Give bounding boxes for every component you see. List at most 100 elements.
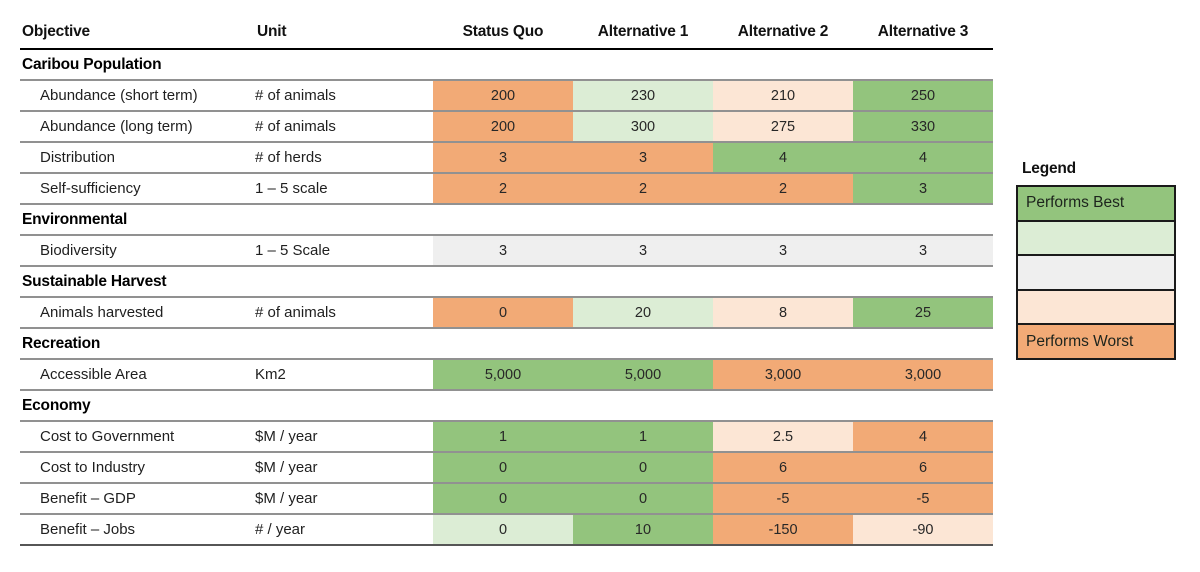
value-cell: 1 [573, 421, 713, 452]
column-header-unit: Unit [255, 16, 433, 50]
column-header-status-quo: Status Quo [433, 16, 573, 50]
value-cell: 5,000 [573, 359, 713, 390]
table-row: Biodiversity 1 – 5 Scale 3 3 3 3 [20, 235, 993, 266]
value-cell: 3 [713, 235, 853, 266]
objective-label: Abundance (long term) [40, 118, 193, 135]
value-cell: -90 [853, 514, 993, 545]
value-cell: 4 [853, 142, 993, 173]
table-row: Abundance (short term) # of animals 200 230… [20, 80, 993, 111]
legend-row-good [1018, 221, 1174, 257]
table-body: Caribou Population Abundance (short term)… [20, 49, 993, 545]
value-cell: 3 [853, 235, 993, 266]
unit-label: Km2 [255, 366, 286, 383]
value-cell: 3 [853, 173, 993, 204]
value-cell: 4 [713, 142, 853, 173]
unit-label: 1 – 5 scale [255, 180, 328, 197]
objective-label: Biodiversity [40, 242, 117, 259]
table-row: Benefit – Jobs # / year 0 10 -150 -90 [20, 514, 993, 545]
value-cell: 3,000 [853, 359, 993, 390]
value-cell: 300 [573, 111, 713, 142]
value-cell: 275 [713, 111, 853, 142]
section-row: Environmental [20, 204, 993, 235]
value-cell: -5 [853, 483, 993, 514]
unit-label: # of herds [255, 149, 322, 166]
column-header-alternative-1: Alternative 1 [573, 16, 713, 50]
objective-label: Accessible Area [40, 366, 147, 383]
value-cell: 3 [573, 142, 713, 173]
section-title: Economy [22, 396, 91, 414]
legend-row-neutral [1018, 256, 1174, 291]
section-title: Recreation [22, 334, 101, 352]
objective-label: Self-sufficiency [40, 180, 141, 197]
value-cell: 0 [433, 483, 573, 514]
value-cell: 2.5 [713, 421, 853, 452]
value-cell: 2 [573, 173, 713, 204]
value-cell: 2 [433, 173, 573, 204]
unit-label: $M / year [255, 459, 318, 476]
value-cell: 3 [433, 235, 573, 266]
unit-label: # of animals [255, 87, 336, 104]
value-cell: 210 [713, 80, 853, 111]
value-cell: 20 [573, 297, 713, 328]
value-cell: 25 [853, 297, 993, 328]
unit-label: # of animals [255, 304, 336, 321]
header-row: Objective Unit Status Quo Alternative 1 Alte… [20, 16, 993, 50]
value-cell: 8 [713, 297, 853, 328]
value-cell: 3 [433, 142, 573, 173]
objective-label: Animals harvested [40, 304, 164, 321]
section-title: Caribou Population [22, 55, 162, 73]
value-cell: 0 [433, 514, 573, 545]
unit-label: $M / year [255, 428, 318, 445]
legend: Performs Best Performs Worst [1016, 185, 1176, 360]
value-cell: 10 [573, 514, 713, 545]
table-row: Self-sufficiency 1 – 5 scale 2 2 2 3 [20, 173, 993, 204]
objective-label: Distribution [40, 149, 116, 166]
legend-row-worst: Performs Worst [1018, 325, 1174, 358]
unit-label: 1 – 5 Scale [255, 242, 331, 259]
table-header: Objective Unit Status Quo Alternative 1 Alte… [20, 16, 993, 50]
value-cell: 230 [573, 80, 713, 111]
value-cell: 0 [573, 483, 713, 514]
table-row: Accessible Area Km2 5,000 5,000 3,000 3,000 [20, 359, 993, 390]
section-row: Recreation [20, 328, 993, 359]
objective-label: Benefit – GDP [40, 490, 136, 507]
legend-row-poor [1018, 290, 1174, 326]
objective-label: Cost to Government [40, 428, 175, 445]
consequence-table: Objective Unit Status Quo Alternative 1 Alte… [20, 16, 993, 546]
unit-label: # / year [255, 521, 306, 538]
unit-label: # of animals [255, 118, 336, 135]
table-row: Cost to Government $M / year 1 1 2.5 4 [20, 421, 993, 452]
legend-label: Performs Worst [1026, 332, 1134, 350]
column-header-alternative-2: Alternative 2 [713, 16, 853, 50]
section-row: Sustainable Harvest [20, 266, 993, 297]
value-cell: 200 [433, 80, 573, 111]
value-cell: 330 [853, 111, 993, 142]
value-cell: 4 [853, 421, 993, 452]
legend-row-best: Performs Best [1018, 187, 1174, 222]
objective-label: Abundance (short term) [40, 87, 198, 104]
value-cell: 0 [433, 297, 573, 328]
unit-label: $M / year [255, 490, 318, 507]
legend-label: Performs Best [1026, 194, 1125, 212]
section-title: Sustainable Harvest [22, 272, 167, 290]
value-cell: -5 [713, 483, 853, 514]
section-row: Caribou Population [20, 49, 993, 80]
table-row: Cost to Industry $M / year 0 0 6 6 [20, 452, 993, 483]
value-cell: 3,000 [713, 359, 853, 390]
legend-title: Legend [1022, 160, 1076, 177]
column-header-objective: Objective [20, 16, 255, 50]
value-cell: -150 [713, 514, 853, 545]
value-cell: 200 [433, 111, 573, 142]
value-cell: 1 [433, 421, 573, 452]
value-cell: 6 [713, 452, 853, 483]
objective-label: Cost to Industry [40, 459, 146, 476]
table-row: Distribution # of herds 3 3 4 4 [20, 142, 993, 173]
table-row: Animals harvested # of animals 0 20 8 25 [20, 297, 993, 328]
section-row: Economy [20, 390, 993, 421]
value-cell: 3 [573, 235, 713, 266]
value-cell: 5,000 [433, 359, 573, 390]
objective-label: Benefit – Jobs [40, 521, 136, 538]
value-cell: 2 [713, 173, 853, 204]
table-row: Abundance (long term) # of animals 200 300 2… [20, 111, 993, 142]
